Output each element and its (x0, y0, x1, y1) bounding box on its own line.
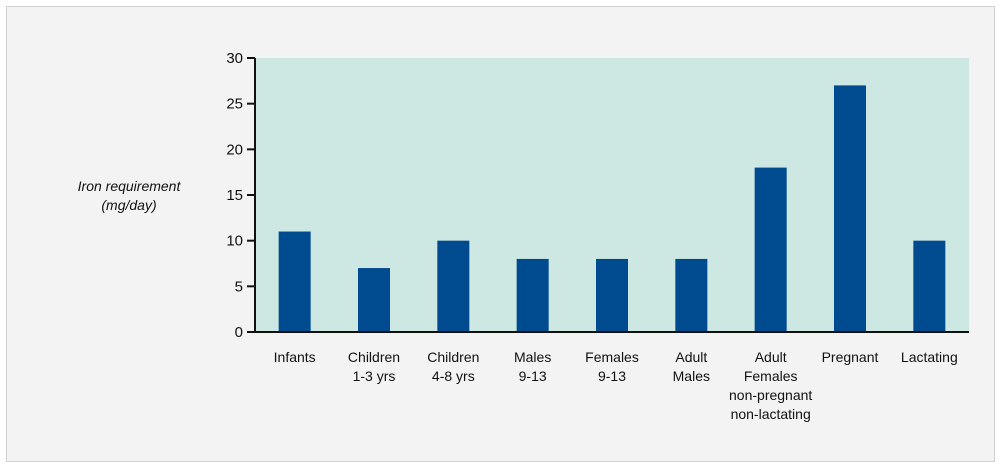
bar (358, 268, 390, 332)
y-axis-ticks: 0 5 10 15 20 25 30 (226, 50, 255, 341)
bar (913, 240, 946, 332)
y-tick-label: 10 (226, 233, 243, 250)
y-tick-label: 30 (226, 50, 243, 67)
category-label: Children 1-3 yrs (348, 349, 400, 384)
bar-chart: 0 5 10 15 20 25 30 Infants Children 1-3 yrs Child… (78, 50, 969, 422)
category-label: Pregnant (822, 349, 879, 365)
chart-frame: 0 5 10 15 20 25 30 Infants Children 1-3 yrs Child… (6, 6, 995, 462)
bar (278, 231, 311, 332)
y-tick-label: 25 (226, 96, 243, 113)
y-tick-label: 20 (226, 141, 243, 158)
bar (516, 258, 549, 332)
category-label: Adult Females non-pregnant non-lactating (729, 349, 812, 422)
bar (754, 167, 787, 332)
category-label: Infants (274, 349, 316, 365)
y-tick-label: 15 (226, 187, 243, 204)
x-axis-labels: Infants Children 1-3 yrs Children 4-8 yrs Mal… (274, 349, 958, 422)
bar (675, 258, 708, 332)
y-tick-label: 5 (235, 278, 243, 295)
bar-series (278, 85, 946, 333)
category-label: Females 9-13 (585, 349, 639, 384)
bar (437, 240, 470, 332)
bar (596, 258, 628, 332)
y-tick-label: 0 (235, 324, 243, 341)
category-label: Children 4-8 yrs (427, 349, 479, 384)
bar (834, 85, 866, 333)
category-label: Adult Males (673, 349, 710, 384)
category-label: Males 9-13 (514, 349, 551, 384)
y-axis-label: Iron requirement (mg/day) (78, 178, 182, 213)
category-label: Lactating (901, 349, 958, 365)
